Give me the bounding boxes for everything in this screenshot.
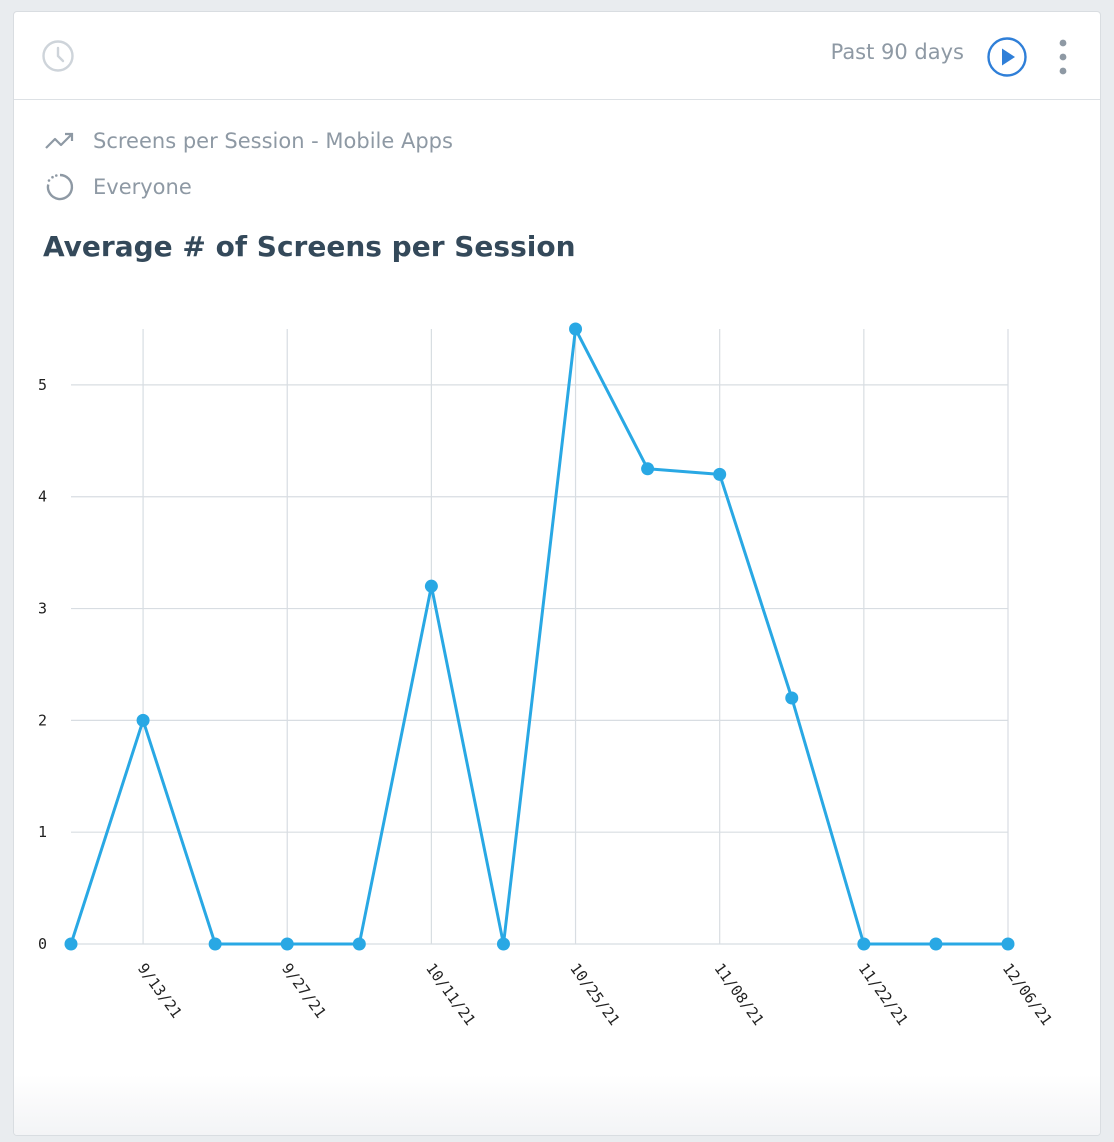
trend-up-icon bbox=[45, 132, 74, 149]
metric-row: Screens per Session - Mobile Apps bbox=[44, 127, 453, 155]
date-range-label[interactable]: Past 90 days bbox=[830, 40, 964, 64]
y-tick-label: 0 bbox=[38, 935, 47, 953]
more-vertical-icon[interactable] bbox=[1050, 38, 1076, 76]
y-tick-label: 3 bbox=[38, 600, 47, 618]
x-tick-label: 10/11/21 bbox=[422, 960, 479, 1029]
data-point bbox=[785, 691, 799, 705]
x-tick-label: 12/06/21 bbox=[999, 960, 1056, 1029]
chart-legend: Everyone bbox=[14, 1080, 1100, 1104]
clock-icon bbox=[42, 40, 74, 72]
data-point bbox=[641, 462, 655, 476]
line-chart: 0 1 2 3 4 5 9/13/21 9/27/21 10/11/21 10/25/21 11/0… bbox=[38, 322, 1056, 1029]
data-point bbox=[208, 937, 222, 951]
x-tick-label: 9/13/21 bbox=[134, 960, 186, 1022]
data-point bbox=[713, 467, 727, 481]
data-point bbox=[929, 937, 943, 951]
play-icon[interactable] bbox=[986, 36, 1028, 78]
data-point bbox=[136, 713, 150, 727]
data-point bbox=[64, 937, 78, 951]
data-point bbox=[569, 322, 583, 336]
metric-label: Screens per Session - Mobile Apps bbox=[93, 129, 453, 153]
legend-label[interactable]: Everyone bbox=[529, 1080, 628, 1104]
y-tick-label: 4 bbox=[38, 488, 47, 506]
series-line bbox=[69, 327, 1008, 946]
data-point bbox=[352, 937, 366, 951]
report-card: Past 90 days Screens per Session - Mobil… bbox=[13, 11, 1101, 1136]
x-tick-label: 11/08/21 bbox=[710, 960, 767, 1029]
y-tick-label: 5 bbox=[38, 376, 47, 394]
data-point bbox=[280, 937, 294, 951]
data-point bbox=[1001, 937, 1015, 951]
segment-label: Everyone bbox=[93, 175, 192, 199]
x-tick-label: 9/27/21 bbox=[278, 960, 330, 1022]
x-tick-label: 11/22/21 bbox=[855, 960, 912, 1029]
data-point bbox=[424, 579, 438, 593]
y-tick-label: 1 bbox=[38, 823, 47, 841]
segment-circle-icon bbox=[46, 173, 74, 201]
chart-title: Average # of Screens per Session bbox=[43, 230, 576, 263]
data-point bbox=[857, 937, 871, 951]
data-point bbox=[496, 937, 510, 951]
y-tick-label: 2 bbox=[38, 711, 47, 729]
legend-swatch bbox=[486, 1082, 506, 1102]
segment-row: Everyone bbox=[44, 173, 192, 201]
x-tick-label: 10/25/21 bbox=[566, 960, 623, 1029]
card-header: Past 90 days bbox=[14, 12, 1100, 100]
